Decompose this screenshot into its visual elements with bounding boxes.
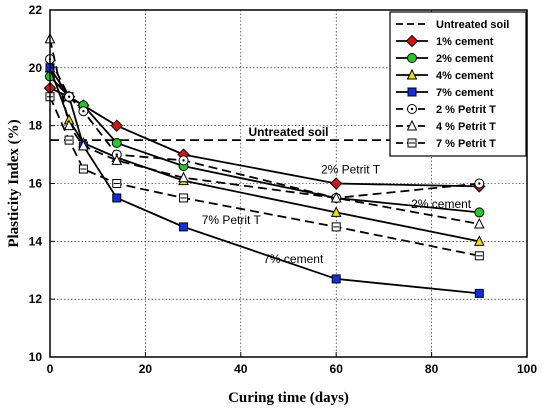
x-tick-label: 40 <box>234 362 248 376</box>
legend-label: 4 % Petrit T <box>436 121 496 133</box>
annotation-label: 2% Petrit T <box>321 162 381 176</box>
legend-marker <box>408 54 417 63</box>
y-tick-label: 12 <box>29 292 43 306</box>
y-tick-label: 18 <box>29 119 43 133</box>
x-tick-label: 60 <box>330 362 344 376</box>
data-point <box>111 120 122 131</box>
data-point <box>112 139 121 148</box>
legend-label: 7 % Petrit T <box>436 138 496 150</box>
legend-label: 2 % Petrit T <box>436 104 496 116</box>
legend-label: 1% cement <box>436 36 494 48</box>
data-point-dot <box>68 96 70 98</box>
y-axis-title: Plasticity Index (%) <box>6 119 22 247</box>
y-tick-label: 10 <box>29 350 43 364</box>
x-axis-title: Curing time (days) <box>228 390 349 406</box>
legend-label: Untreated soil <box>436 19 509 31</box>
data-point <box>180 223 188 231</box>
data-point-dot <box>478 182 480 184</box>
legend-box <box>390 12 526 156</box>
x-tick-label: 80 <box>425 362 439 376</box>
annotation-label: 7% cement <box>263 252 324 266</box>
legend-marker-dot <box>411 108 413 110</box>
data-point <box>332 275 340 283</box>
legend-label: 7% cement <box>436 87 494 99</box>
annotation-label: Untreated soil <box>248 125 328 139</box>
x-tick-label: 0 <box>47 362 54 376</box>
data-point <box>475 208 484 217</box>
data-point <box>475 289 483 297</box>
y-tick-label: 20 <box>29 61 43 75</box>
annotation-label: 2% cement <box>411 197 472 211</box>
legend: Untreated soil 1% cement 2% cement 4% cemen… <box>390 12 526 156</box>
y-tick-label: 14 <box>29 234 43 248</box>
x-tick-label: 100 <box>517 362 537 376</box>
y-tick-label: 16 <box>29 177 43 191</box>
x-tick-label: 20 <box>139 362 153 376</box>
data-point-dot <box>182 159 184 161</box>
y-tick-label: 22 <box>29 3 43 17</box>
data-point <box>475 219 484 228</box>
annotation-label: 7% Petrit T <box>202 213 262 227</box>
legend-marker <box>408 88 416 96</box>
legend-label: 4% cement <box>436 70 494 82</box>
data-point <box>331 178 342 189</box>
legend-label: 2% cement <box>436 53 494 65</box>
data-point-dot <box>82 110 84 112</box>
data-point <box>113 194 121 202</box>
